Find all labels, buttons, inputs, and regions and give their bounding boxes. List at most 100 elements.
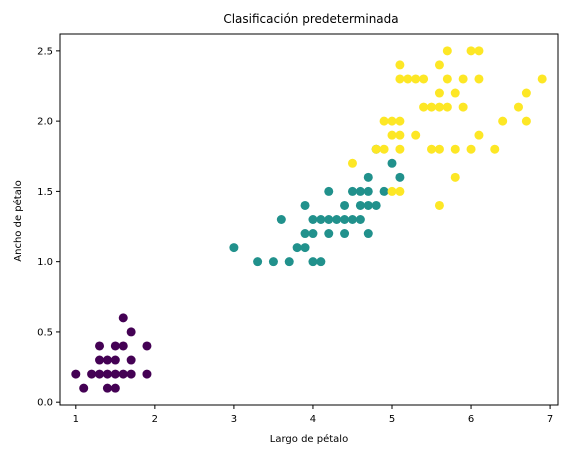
data-point xyxy=(395,131,404,140)
x-tick-label: 2 xyxy=(152,414,158,425)
x-axis-ticks: 1234567 xyxy=(73,405,554,425)
data-point xyxy=(380,117,389,126)
data-point xyxy=(474,74,483,83)
data-point xyxy=(435,103,444,112)
data-point xyxy=(348,159,357,168)
data-point xyxy=(380,187,389,196)
x-axis-label: Largo de pétalo xyxy=(270,433,348,445)
data-point xyxy=(356,215,365,224)
data-point xyxy=(443,103,452,112)
data-point xyxy=(127,327,136,336)
data-point xyxy=(316,215,325,224)
y-tick-label: 1.0 xyxy=(37,257,53,268)
data-point xyxy=(364,187,373,196)
data-point xyxy=(308,229,317,238)
data-point xyxy=(229,243,238,252)
data-point xyxy=(119,313,128,322)
data-point xyxy=(269,257,278,266)
data-point xyxy=(127,370,136,379)
data-point xyxy=(467,145,476,154)
data-point xyxy=(419,103,428,112)
data-point xyxy=(435,89,444,98)
data-point xyxy=(324,187,333,196)
data-point xyxy=(142,341,151,350)
data-point xyxy=(340,215,349,224)
data-point xyxy=(356,187,365,196)
data-point xyxy=(522,117,531,126)
data-point xyxy=(308,257,317,266)
data-point xyxy=(119,370,128,379)
data-point xyxy=(474,131,483,140)
data-point xyxy=(364,229,373,238)
data-point xyxy=(111,341,120,350)
data-point xyxy=(395,145,404,154)
data-point xyxy=(490,145,499,154)
y-tick-label: 0.0 xyxy=(37,398,53,409)
data-point xyxy=(301,243,310,252)
data-point xyxy=(395,74,404,83)
data-point xyxy=(253,257,262,266)
y-tick-label: 1.5 xyxy=(37,187,53,198)
data-point xyxy=(293,243,302,252)
data-point xyxy=(427,145,436,154)
data-point xyxy=(459,74,468,83)
data-point xyxy=(301,201,310,210)
data-point xyxy=(435,201,444,210)
data-point xyxy=(348,187,357,196)
data-point xyxy=(316,257,325,266)
y-tick-label: 2.0 xyxy=(37,117,53,128)
y-axis-label: Ancho de pétalo xyxy=(12,180,24,261)
data-point xyxy=(111,384,120,393)
data-point xyxy=(348,215,357,224)
data-point xyxy=(79,384,88,393)
data-point xyxy=(443,74,452,83)
plot-points xyxy=(71,46,546,392)
data-point xyxy=(514,103,523,112)
data-point xyxy=(356,201,365,210)
data-point xyxy=(388,131,397,140)
data-point xyxy=(395,187,404,196)
y-tick-label: 0.5 xyxy=(37,327,53,338)
data-point xyxy=(538,74,547,83)
data-point xyxy=(451,145,460,154)
x-tick-label: 4 xyxy=(310,414,316,425)
data-point xyxy=(285,257,294,266)
data-point xyxy=(111,356,120,365)
data-point xyxy=(395,117,404,126)
data-point xyxy=(103,384,112,393)
x-tick-label: 7 xyxy=(547,414,553,425)
chart-title: Clasificación predeterminada xyxy=(223,12,398,26)
data-point xyxy=(388,117,397,126)
y-axis-ticks: 0.0 0.5 1.0 1.5 2.0 2.5 xyxy=(37,46,60,408)
data-point xyxy=(451,173,460,182)
data-point xyxy=(411,74,420,83)
data-point xyxy=(340,229,349,238)
data-point xyxy=(142,370,151,379)
data-point xyxy=(395,60,404,69)
x-tick-label: 6 xyxy=(468,414,474,425)
data-point xyxy=(451,89,460,98)
data-point xyxy=(522,89,531,98)
data-point xyxy=(467,46,476,55)
data-point xyxy=(332,215,341,224)
data-point xyxy=(395,173,404,182)
data-point xyxy=(403,74,412,83)
data-point xyxy=(277,215,286,224)
data-point xyxy=(411,131,420,140)
data-point xyxy=(95,370,104,379)
data-point xyxy=(308,215,317,224)
x-tick-label: 3 xyxy=(231,414,237,425)
data-point xyxy=(459,103,468,112)
data-point xyxy=(95,341,104,350)
data-point xyxy=(119,341,128,350)
data-point xyxy=(71,370,80,379)
data-point xyxy=(111,370,120,379)
y-tick-label: 2.5 xyxy=(37,46,53,57)
data-point xyxy=(435,145,444,154)
data-point xyxy=(340,201,349,210)
data-point xyxy=(427,103,436,112)
data-point xyxy=(498,117,507,126)
data-point xyxy=(364,201,373,210)
data-point xyxy=(388,187,397,196)
